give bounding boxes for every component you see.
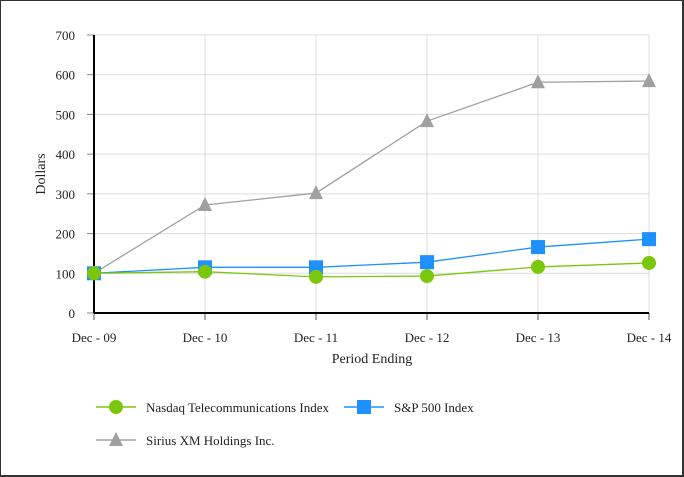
legend-item: Sirius XM Holdings Inc.	[96, 432, 275, 448]
x-tick-label: Dec - 14	[627, 330, 672, 345]
x-tick-label: Dec - 13	[516, 330, 561, 345]
legend-marker-square	[357, 400, 371, 414]
y-axis-label: Dollars	[34, 153, 49, 194]
data-point	[420, 269, 434, 284]
x-tick-labels: Dec - 09 Dec - 10 Dec - 11 Dec - 12 Dec - 13…	[72, 330, 672, 345]
data-point	[420, 113, 434, 128]
x-axis-label: Period Ending	[332, 352, 413, 367]
data-point	[642, 255, 656, 270]
series-line	[93, 80, 650, 274]
series-triangle	[87, 73, 656, 280]
data-point	[531, 259, 545, 274]
y-tick-label: 500	[56, 107, 76, 122]
legend-item: S&P 500 Index	[344, 400, 474, 415]
legend-item: Nasdaq Telecommunications Index	[96, 400, 329, 415]
grid	[94, 34, 650, 313]
legend-label: Sirius XM Holdings Inc.	[146, 433, 275, 448]
data-point	[309, 185, 323, 200]
data-point	[531, 240, 545, 255]
legend: Nasdaq Telecommunications Index S&P 500 I…	[96, 400, 474, 448]
legend-label: Nasdaq Telecommunications Index	[146, 400, 329, 415]
legend-marker-triangle	[109, 432, 123, 446]
legend-label: S&P 500 Index	[394, 400, 474, 415]
y-tick-label: 0	[69, 306, 76, 321]
x-tick-label: Dec - 09	[72, 330, 117, 345]
y-tick-label: 700	[56, 28, 76, 43]
y-tick-labels: 0 100 200 300 400 500 600 700	[56, 28, 76, 321]
data-point	[198, 196, 212, 211]
data-point	[531, 74, 545, 89]
data-point	[642, 73, 656, 88]
x-tick-label: Dec - 11	[294, 330, 338, 345]
x-tick-label: Dec - 10	[183, 330, 228, 345]
y-tick-label: 300	[56, 187, 76, 202]
y-tick-label: 400	[56, 147, 76, 162]
y-tick-label: 600	[56, 68, 76, 83]
data-point	[309, 269, 323, 284]
data-point	[420, 255, 434, 270]
y-tick-label: 200	[56, 227, 76, 242]
y-tick-label: 100	[56, 266, 76, 281]
legend-marker-circle	[109, 400, 123, 414]
axes	[87, 34, 650, 320]
series-circle	[87, 255, 656, 284]
series-line	[93, 262, 650, 278]
data-point	[198, 264, 212, 279]
series-line	[93, 238, 650, 274]
series-layer	[87, 73, 656, 284]
data-point	[87, 266, 101, 281]
data-point	[642, 232, 656, 247]
x-tick-label: Dec - 12	[405, 330, 450, 345]
